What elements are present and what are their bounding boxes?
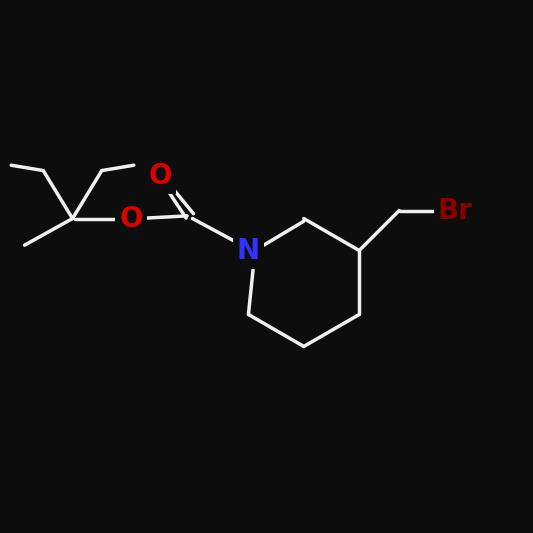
Text: Br: Br — [438, 197, 473, 224]
Text: N: N — [237, 237, 260, 264]
Text: O: O — [149, 162, 172, 190]
Text: O: O — [119, 205, 143, 232]
